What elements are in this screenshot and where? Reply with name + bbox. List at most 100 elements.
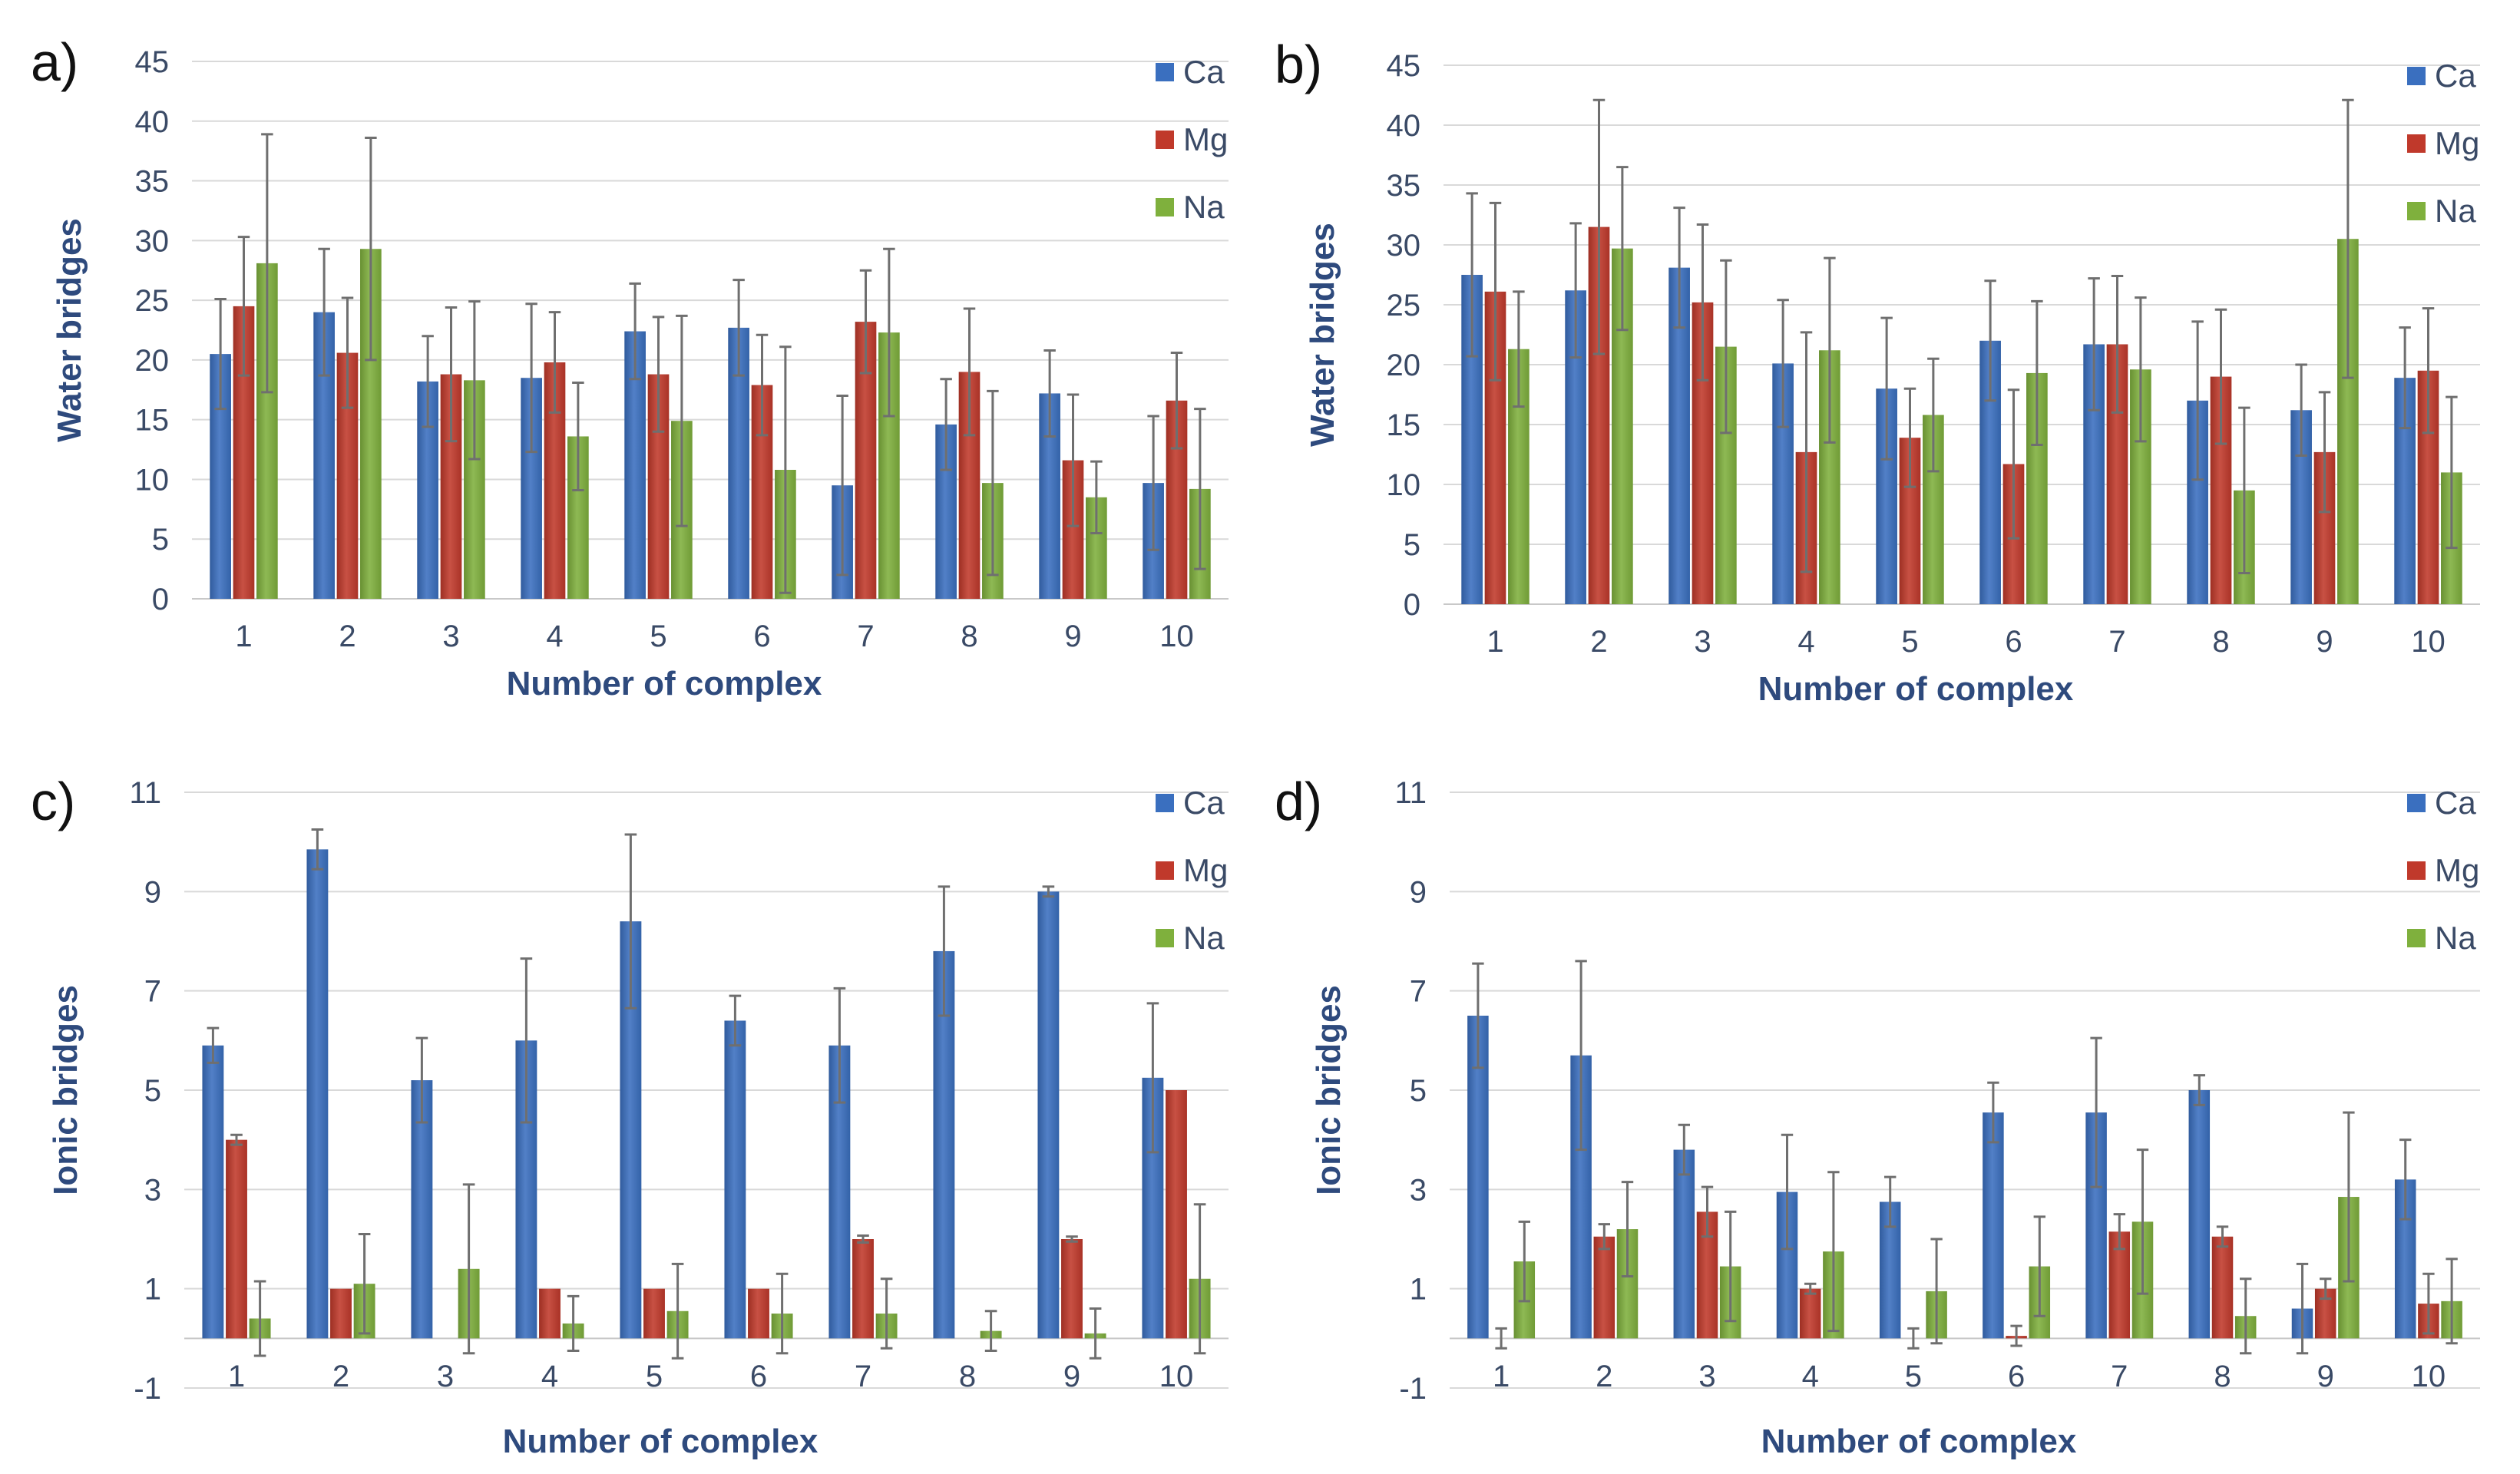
error-bar-ca-complex-8 — [2191, 320, 2204, 481]
bar-mg-complex-9[interactable] — [1061, 1239, 1083, 1339]
error-bar-mg-complex-7 — [2111, 275, 2124, 414]
x-tick-label: 5 — [646, 1360, 663, 1393]
error-bar-na-complex-7 — [880, 1277, 893, 1350]
y-tick-label: -1 — [1399, 1372, 1427, 1406]
x-axis-title: Number of complex — [503, 1423, 819, 1460]
x-tick-label: 6 — [750, 1360, 767, 1393]
y-tick-label: 11 — [129, 776, 161, 810]
bar-ca-complex-8[interactable] — [2188, 1090, 2211, 1339]
x-tick-label: 2 — [332, 1360, 349, 1393]
error-bar-mg-complex-1 — [1495, 1327, 1507, 1350]
bar-ca-complex-1[interactable] — [202, 1045, 224, 1339]
bar-ca-complex-3[interactable] — [1673, 1149, 1695, 1339]
error-bar-ca-complex-9 — [1043, 349, 1056, 438]
x-tick-label: 8 — [2212, 625, 2229, 659]
x-tick-label: 3 — [1694, 625, 1711, 659]
error-bar-na-complex-2 — [1616, 166, 1629, 332]
error-bar-ca-complex-4 — [520, 957, 533, 1124]
legend-swatch-ca — [1156, 794, 1174, 812]
error-bar-ca-complex-5 — [1880, 316, 1893, 461]
y-tick-label: 11 — [1394, 776, 1427, 810]
bar-mg-complex-6[interactable] — [748, 1288, 769, 1339]
bar-mg-complex-10[interactable] — [1166, 1090, 1187, 1339]
error-bar-mg-complex-9 — [2320, 1277, 2332, 1300]
error-bar-ca-complex-10 — [2399, 326, 2411, 430]
y-tick-label: 10 — [1387, 468, 1421, 502]
legend-swatch-na — [1156, 929, 1174, 947]
y-tick-label: 15 — [1387, 408, 1421, 442]
bar-mg-complex-7[interactable] — [852, 1239, 874, 1339]
bar-ca-complex-6[interactable] — [724, 1020, 746, 1339]
error-bar-mg-complex-6 — [2007, 388, 2020, 540]
bar-mg-complex-2[interactable] — [1593, 1236, 1616, 1339]
x-tick-label: 3 — [437, 1360, 454, 1393]
error-bar-na-complex-9 — [1090, 460, 1103, 534]
x-tick-label: 6 — [2008, 1360, 2025, 1393]
error-bar-na-complex-1 — [261, 133, 273, 394]
error-bar-na-complex-3 — [1724, 1210, 1737, 1323]
error-bar-mg-complex-6 — [756, 333, 769, 437]
x-tick-label: 5 — [1901, 625, 1918, 659]
bar-ca-complex-1[interactable] — [1467, 1016, 1489, 1339]
error-bar-mg-complex-7 — [2113, 1213, 2125, 1251]
bar-ca-complex-2[interactable] — [306, 849, 329, 1339]
legend-swatch-ca — [1156, 63, 1174, 81]
error-bar-na-complex-4 — [1824, 256, 1836, 444]
x-axis-title: Number of complex — [507, 665, 822, 702]
error-bar-mg-complex-2 — [1598, 1223, 1610, 1251]
error-bar-na-complex-8 — [987, 389, 999, 577]
bar-ca-complex-6[interactable] — [1983, 1112, 2004, 1339]
x-tick-label: 4 — [541, 1360, 558, 1393]
error-bar-na-complex-5 — [1930, 1238, 1943, 1345]
bar-ca-complex-9[interactable] — [1037, 891, 1060, 1339]
x-tick-label: 1 — [1487, 625, 1503, 659]
bar-mg-complex-8[interactable] — [2211, 1236, 2234, 1339]
y-tick-label: 15 — [135, 404, 170, 438]
error-bar-ca-complex-10 — [1146, 1002, 1159, 1154]
error-bar-ca-complex-2 — [1575, 960, 1587, 1152]
y-tick-label: 35 — [1387, 169, 1421, 203]
error-bar-mg-complex-3 — [1701, 1185, 1714, 1238]
error-bar-na-complex-6 — [2033, 1215, 2045, 1317]
error-bar-ca-complex-4 — [525, 302, 537, 454]
bar-mg-complex-5[interactable] — [643, 1288, 665, 1339]
x-tick-label: 7 — [855, 1360, 871, 1393]
error-bar-na-complex-10 — [1194, 408, 1206, 570]
panel-label-c: c) — [31, 772, 75, 831]
bar-mg-complex-1[interactable] — [226, 1139, 247, 1339]
error-bar-na-complex-7 — [2136, 1148, 2149, 1295]
error-bar-mg-complex-3 — [445, 306, 458, 443]
error-bar-ca-complex-4 — [1777, 299, 1789, 428]
error-bar-ca-complex-6 — [733, 279, 745, 377]
error-bar-na-complex-2 — [365, 137, 377, 362]
bar-mg-complex-4[interactable] — [1799, 1288, 1821, 1339]
error-bar-mg-complex-5 — [652, 316, 665, 433]
error-bar-ca-complex-7 — [2090, 1036, 2102, 1188]
legend-label-na: Na — [1183, 189, 1225, 225]
legend-label-mg: Mg — [1183, 121, 1228, 157]
x-tick-label: 5 — [650, 620, 666, 653]
error-bar-na-complex-2 — [358, 1233, 371, 1335]
y-tick-label: 5 — [1410, 1074, 1427, 1108]
bar-mg-complex-4[interactable] — [539, 1288, 561, 1339]
y-tick-label: 25 — [135, 284, 170, 318]
error-bar-mg-complex-4 — [1800, 331, 1813, 573]
error-bar-na-complex-9 — [2342, 98, 2354, 379]
error-bar-mg-complex-1 — [237, 236, 250, 377]
y-tick-label: 3 — [144, 1173, 161, 1207]
legend-label-na: Na — [2435, 920, 2476, 956]
error-bar-ca-complex-4 — [1781, 1133, 1794, 1251]
y-tick-label: 7 — [144, 975, 161, 1009]
bar-mg-complex-2[interactable] — [330, 1288, 352, 1339]
error-bar-na-complex-1 — [1518, 1220, 1530, 1303]
error-bar-na-complex-9 — [2343, 1111, 2355, 1283]
x-tick-label: 3 — [1698, 1360, 1715, 1393]
legend-label-mg: Mg — [2435, 852, 2479, 888]
legend-label-mg: Mg — [1183, 852, 1228, 888]
error-bar-mg-complex-3 — [1696, 223, 1709, 382]
error-bar-mg-complex-5 — [1907, 1327, 1920, 1350]
error-bar-na-complex-7 — [2135, 296, 2147, 443]
